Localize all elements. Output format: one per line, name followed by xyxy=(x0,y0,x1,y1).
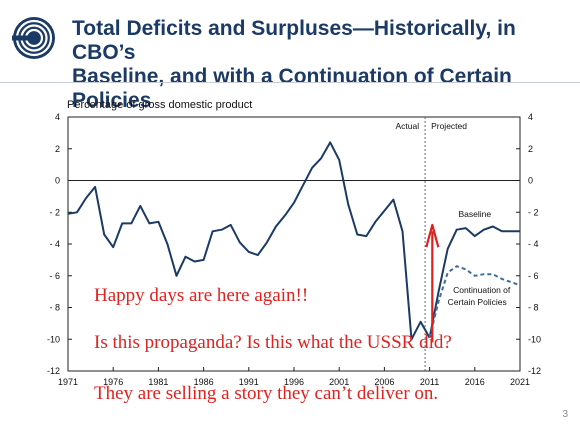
annotation-selling-story: They are selling a story they can’t deli… xyxy=(94,383,439,404)
y-tick-label-left: - 4 xyxy=(49,239,60,249)
annotation-happy-days: Happy days are here again!! xyxy=(94,285,309,306)
header-divider xyxy=(0,82,580,83)
series-line-continuation-of-certain-policies xyxy=(428,265,521,338)
y-tick-label-right: 2 xyxy=(528,144,533,154)
y-tick-label-left: -12 xyxy=(47,366,60,376)
series-label-baseline: Baseline xyxy=(459,209,492,219)
annotation-propaganda: Is this propaganda? Is this what the USS… xyxy=(94,332,452,353)
x-tick-label: 2011 xyxy=(420,377,439,387)
x-tick-label: 2006 xyxy=(374,377,394,387)
series-line-baseline xyxy=(428,225,520,338)
y-tick-label-left: 4 xyxy=(55,112,60,122)
x-tick-label: 1976 xyxy=(103,377,123,387)
y-tick-label-left: -10 xyxy=(47,334,60,344)
red-arrow-head xyxy=(425,223,440,248)
slide-header: Total Deficits and Surpluses—Historicall… xyxy=(0,0,580,112)
y-tick-label-left: 2 xyxy=(55,144,60,154)
x-tick-label: 2001 xyxy=(329,377,349,387)
y-tick-label-right: - 4 xyxy=(528,239,539,249)
series-label-continuation-line1: Continuation of xyxy=(453,285,511,295)
y-tick-label-left: - 6 xyxy=(49,271,60,281)
cbo-logo-icon xyxy=(12,17,55,59)
x-tick-label: 2016 xyxy=(465,377,485,387)
x-tick-label: 1986 xyxy=(194,377,214,387)
y-tick-label-right: 0 xyxy=(528,176,533,186)
projected-label: Projected xyxy=(431,121,467,131)
y-tick-label-right: - 6 xyxy=(528,271,539,281)
y-tick-label-right: - 2 xyxy=(528,207,539,217)
slide-title-line1: Total Deficits and Surpluses—Historicall… xyxy=(72,17,516,64)
y-tick-label-left: - 8 xyxy=(49,303,60,313)
x-tick-label: 1971 xyxy=(58,377,78,387)
page-number: 3 xyxy=(562,409,568,420)
y-tick-label-right: -10 xyxy=(528,334,541,344)
y-tick-label-left: - 2 xyxy=(49,207,60,217)
x-tick-label: 1991 xyxy=(239,377,259,387)
x-tick-label: 2021 xyxy=(510,377,530,387)
x-tick-label: 1996 xyxy=(284,377,304,387)
series-line-historical xyxy=(67,141,431,341)
y-tick-label-right: - 8 xyxy=(528,303,539,313)
y-tick-label-left: 0 xyxy=(55,176,60,186)
y-axis-label: Percentage of gross domestic product xyxy=(67,99,253,111)
y-tick-label-right: -12 xyxy=(528,366,541,376)
y-tick-label-right: 4 xyxy=(528,112,533,122)
x-tick-label: 1981 xyxy=(148,377,168,387)
series-label-continuation-line2: Certain Policies xyxy=(448,297,507,307)
actual-label: Actual xyxy=(395,121,419,131)
